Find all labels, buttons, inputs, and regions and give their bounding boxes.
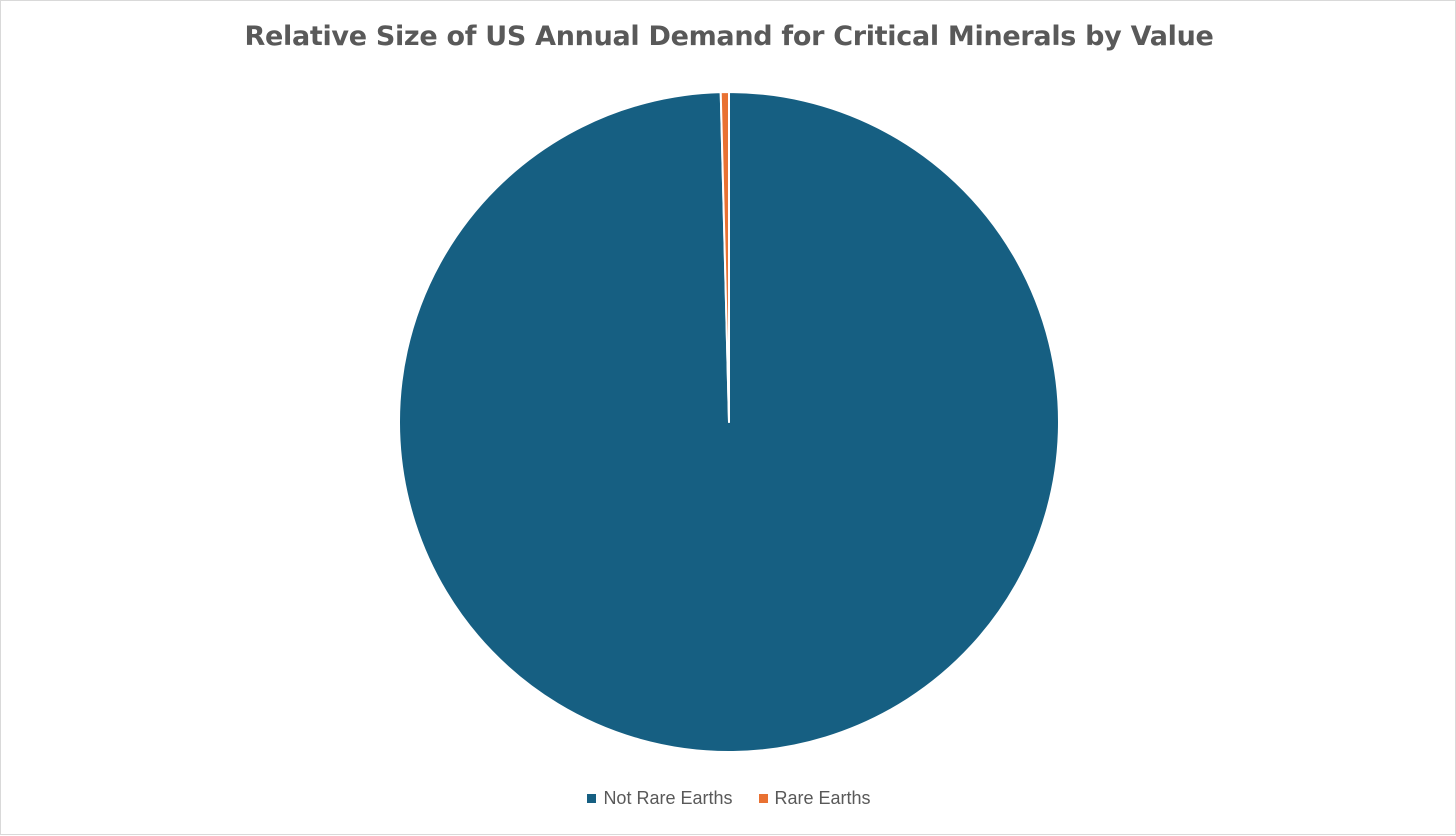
legend-item-rare-earths: Rare Earths: [758, 788, 871, 809]
legend-swatch-not-rare-earths: [587, 794, 597, 803]
legend: Not Rare Earths Rare Earths: [1, 788, 1456, 809]
chart-title: Relative Size of US Annual Demand for Cr…: [244, 21, 1214, 52]
legend-label-rare-earths: Rare Earths: [774, 788, 871, 808]
legend-swatch-rare-earths: [758, 794, 768, 803]
legend-item-not-rare-earths: Not Rare Earths: [587, 788, 733, 809]
pie-slice-rare-earths: [719, 91, 730, 423]
legend-label-not-rare-earths: Not Rare Earths: [603, 788, 733, 808]
